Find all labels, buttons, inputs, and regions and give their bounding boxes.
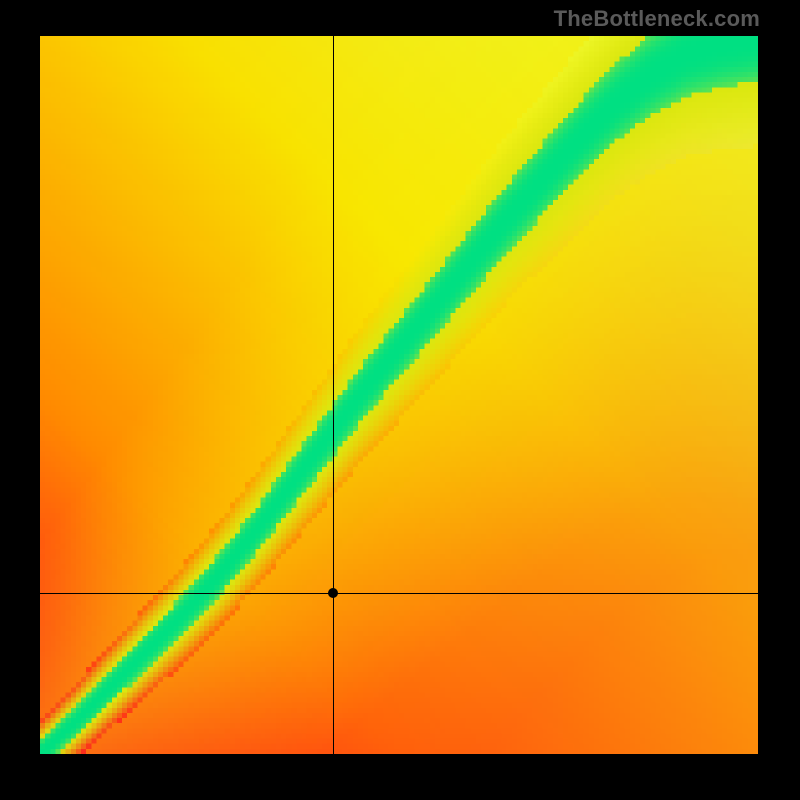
figure-container: TheBottleneck.com [0, 0, 800, 800]
watermark-text: TheBottleneck.com [554, 6, 760, 32]
heatmap-canvas [40, 36, 758, 754]
plot-area [40, 36, 758, 754]
crosshair-vertical [333, 36, 334, 754]
marker-point [328, 588, 338, 598]
crosshair-horizontal [40, 593, 758, 594]
